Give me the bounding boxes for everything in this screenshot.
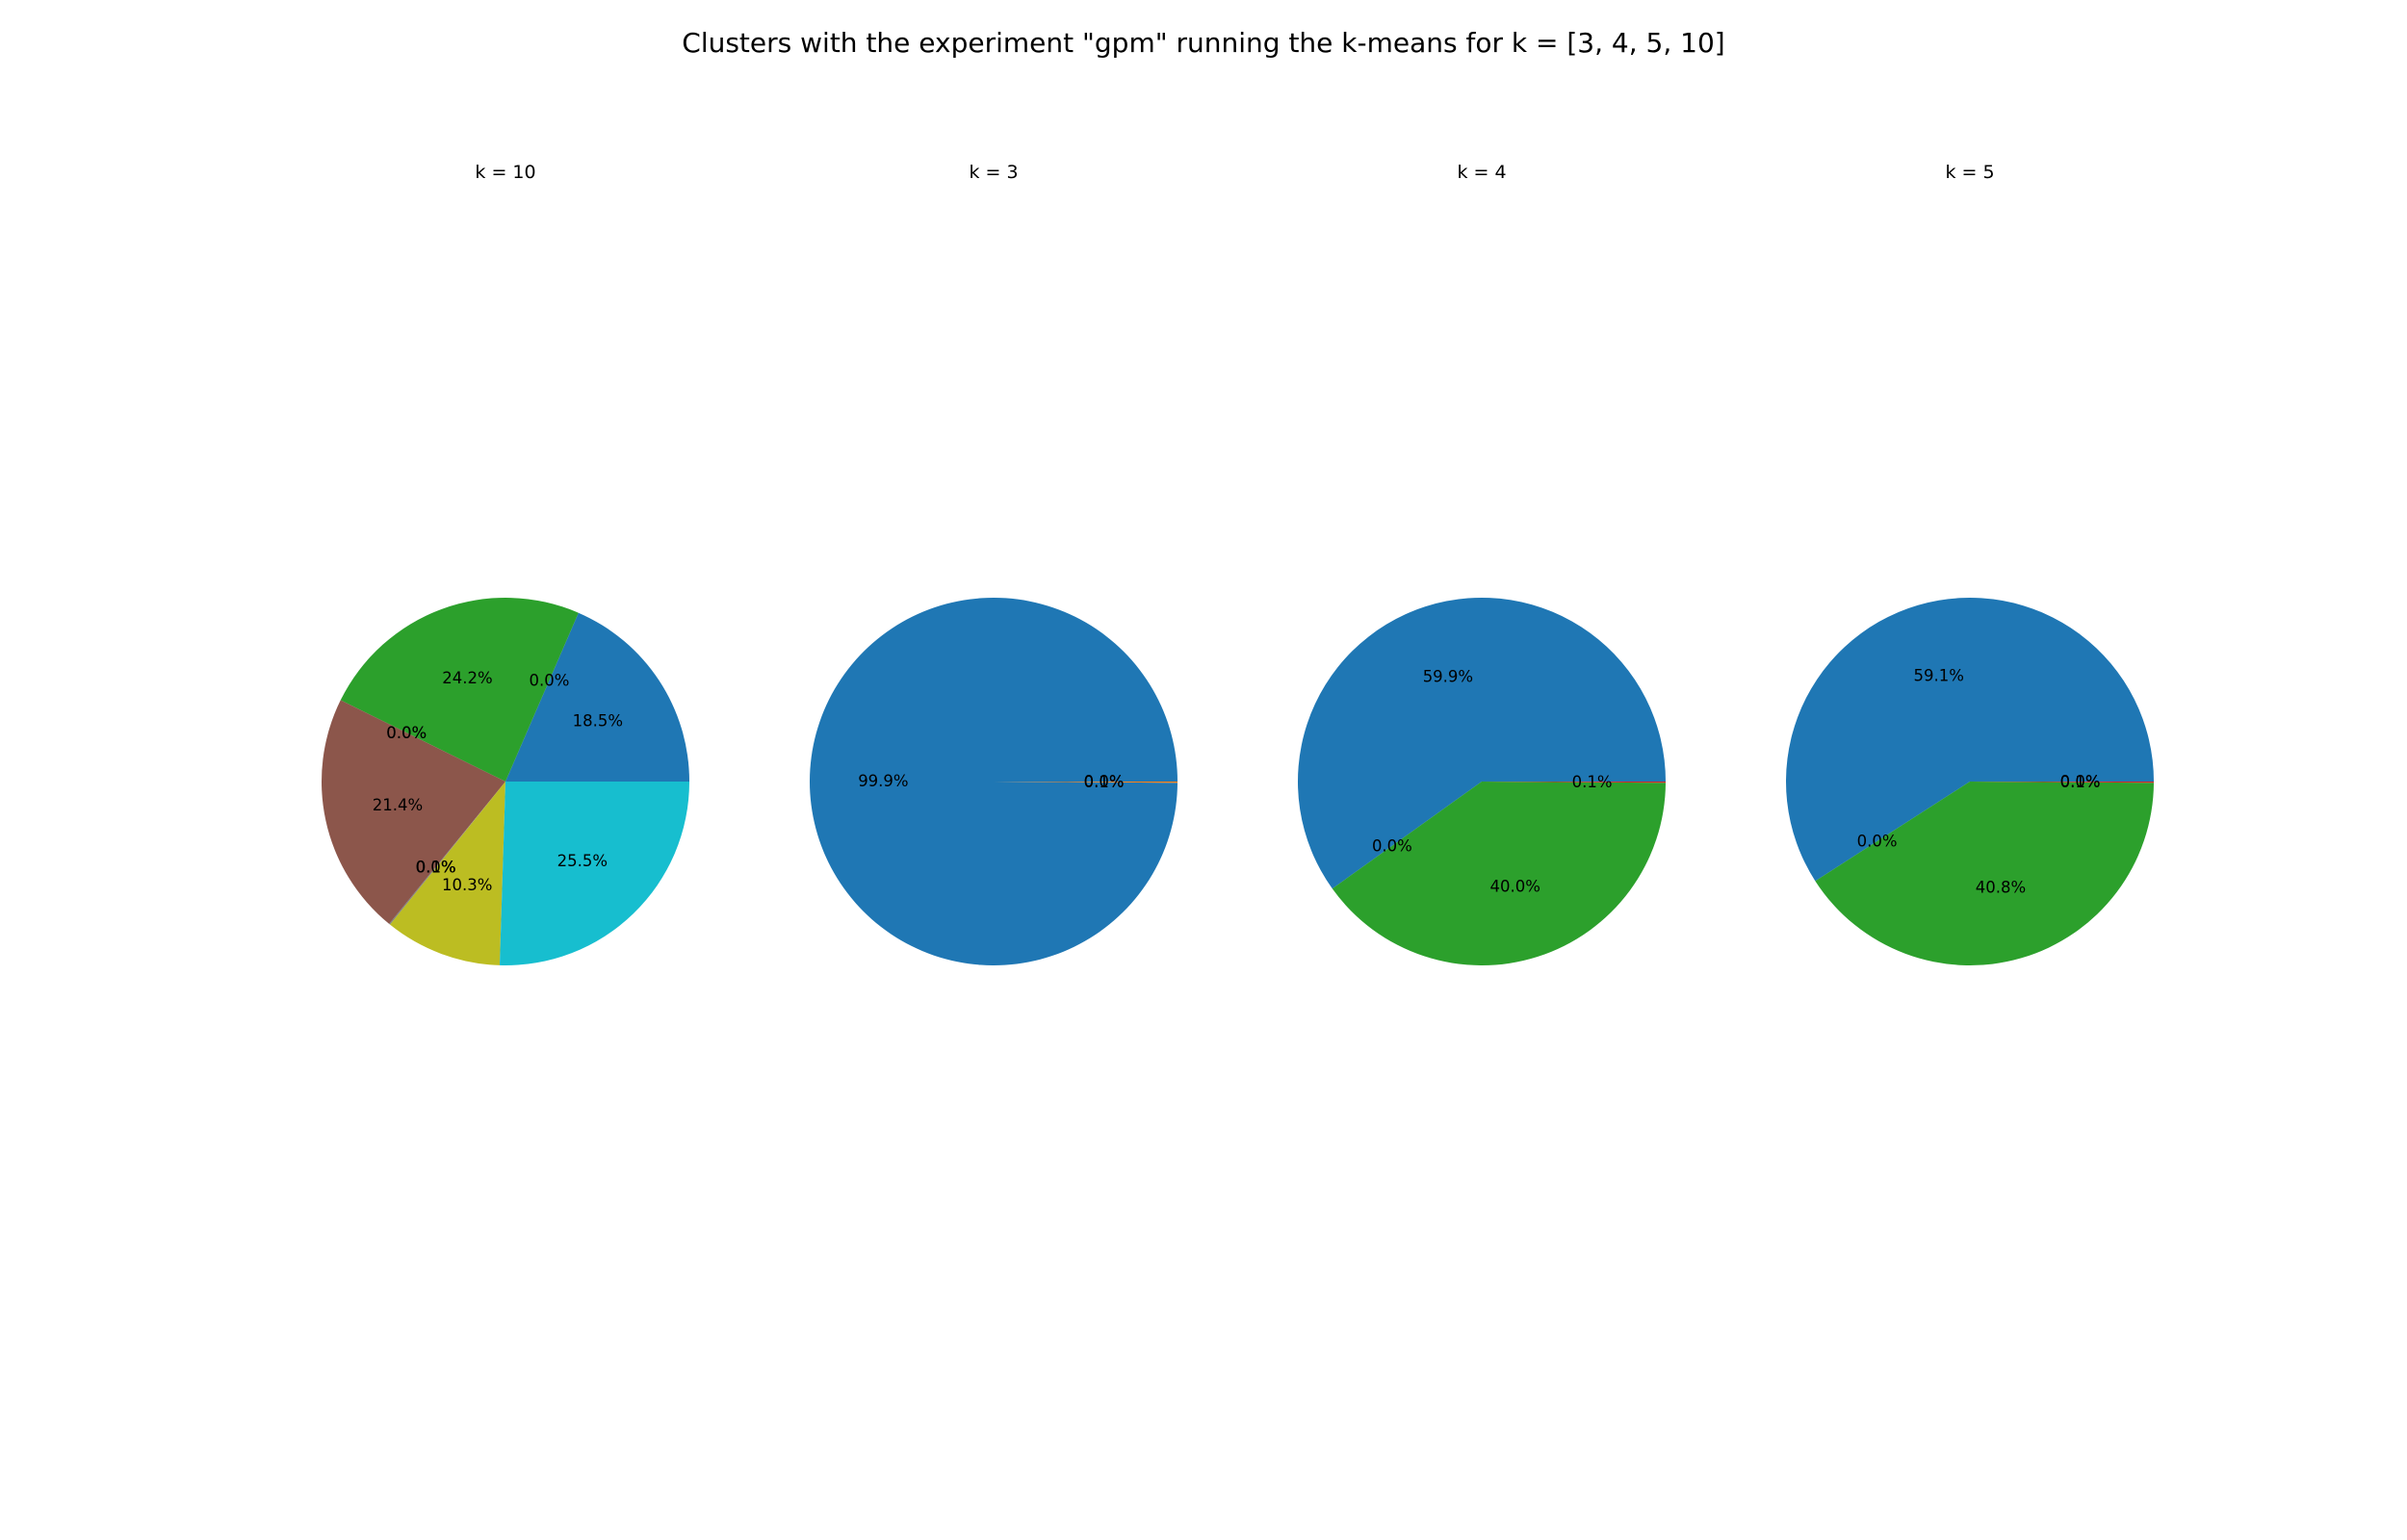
pie-slice xyxy=(1332,782,1666,966)
pie-slice-label: 40.0% xyxy=(1489,878,1540,896)
pie-slice-label: 0.1% xyxy=(1572,773,1613,791)
pie-labels: 59.1%0.0%40.8%0.1%0.0% xyxy=(1857,667,2101,897)
pie-slice-label: 10.3% xyxy=(442,876,492,894)
pie-chart-k3: k = 3 99.9% 0.1%0.0% xyxy=(810,162,1178,965)
pie-slice-label: 40.8% xyxy=(1976,879,2026,897)
pie-labels: 99.9% 0.1%0.0% xyxy=(858,772,1124,791)
pie-slice xyxy=(1298,598,1666,889)
pie-slice-label: 59.1% xyxy=(1913,667,1963,685)
pie-title-k5: k = 5 xyxy=(1945,162,1994,183)
pie-slice-label: 0.0% xyxy=(386,724,427,742)
pie-slice-label: 0.1% xyxy=(416,859,456,877)
pie-slice-label: 0.0% xyxy=(1372,836,1412,855)
pie-labels: 18.5%0.0%24.2%0.0%0.0%21.4%0.0%0.1%10.3%… xyxy=(373,669,623,894)
pie-slice-label: 21.4% xyxy=(373,796,423,814)
pie-slice-label: 24.2% xyxy=(442,669,492,687)
figure-title: Clusters with the experiment "gpm" runni… xyxy=(682,27,1724,59)
pie-slice xyxy=(500,782,689,966)
pie-slice xyxy=(1970,782,2154,783)
pie-slice xyxy=(390,782,505,965)
pie-chart-k4: k = 4 59.9% 0.0% 40.0% 0.1% xyxy=(1298,162,1666,966)
pie-slice-label: 99.9% xyxy=(858,772,908,790)
pie-title-k10: k = 10 xyxy=(475,162,535,183)
pie-slice xyxy=(322,700,505,924)
pie-slice xyxy=(994,782,1178,783)
pie-slice-label: 0.0% xyxy=(1857,833,1898,851)
pie-slice-label: 0.0% xyxy=(416,858,456,876)
pie-slice xyxy=(505,612,689,782)
pie-slice xyxy=(1815,782,2154,966)
pie-slice-label: 0.0% xyxy=(386,724,427,742)
pie-slice-label: 0.1% xyxy=(2060,773,2101,791)
pie-title-k3: k = 3 xyxy=(969,162,1018,183)
pie-slice xyxy=(389,782,505,925)
pie-chart-k5: k = 5 59.1%0.0%40.8%0.1%0.0% xyxy=(1786,162,2154,966)
pie-slice-label: 59.9% xyxy=(1423,667,1473,685)
pie-slice xyxy=(1482,782,1666,783)
pie-labels: 59.9% 0.0% 40.0% 0.1% xyxy=(1372,667,1613,895)
pie-slice-label: 18.5% xyxy=(573,712,623,731)
pie-slice xyxy=(1786,598,2154,882)
pie-slice xyxy=(810,597,1178,965)
pie-slice xyxy=(340,598,579,782)
pie-slice-label: 0.0% xyxy=(1084,773,1125,791)
pie-chart-k10: k = 10 18.5%0.0%24.2%0.0%0.0%21.4%0.0%0.… xyxy=(322,162,689,966)
pie-slice-label: 0.0% xyxy=(530,671,570,689)
pie-slice-label: 25.5% xyxy=(557,852,608,870)
pie-title-k4: k = 4 xyxy=(1457,162,1506,183)
pie-slice-label: 0.0% xyxy=(2060,773,2101,791)
pie-slice-label: 0.1% xyxy=(1084,773,1125,791)
